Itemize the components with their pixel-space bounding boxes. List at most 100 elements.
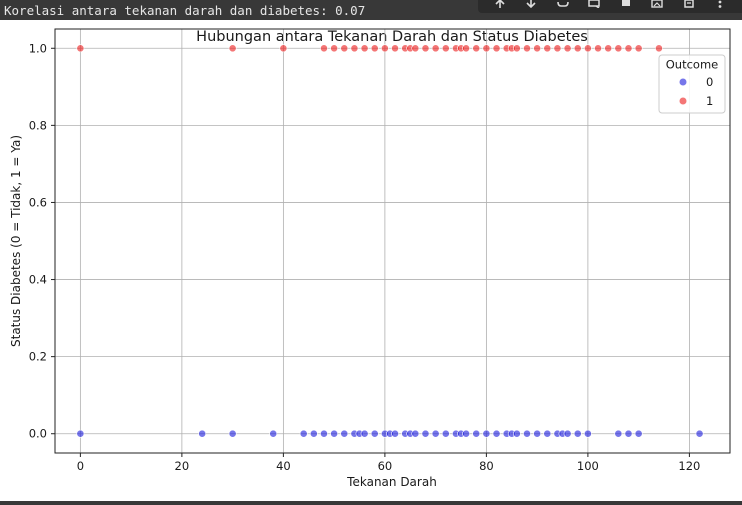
plot-area-border: [54, 28, 731, 454]
data-point-outcome-1: [594, 44, 602, 53]
data-point-outcome-1: [604, 44, 613, 53]
x-tick-label: 60: [378, 459, 393, 473]
data-point-outcome-0: [330, 429, 339, 438]
data-point-outcome-0: [462, 429, 470, 438]
x-tick-label: 80: [479, 459, 494, 473]
data-point-outcome-1: [228, 44, 237, 53]
data-point-outcome-1: [482, 44, 491, 53]
data-point-outcome-1: [421, 44, 430, 53]
data-point-outcome-1: [462, 44, 470, 53]
data-point-outcome-0: [340, 429, 349, 438]
data-point-outcome-0: [512, 429, 521, 438]
data-point-outcome-0: [76, 429, 85, 438]
grid: [55, 29, 730, 453]
data-point-outcome-1: [360, 44, 369, 53]
x-tick-label: 20: [175, 459, 190, 473]
data-point-outcome-0: [543, 429, 552, 438]
y-tick-label: 0.2: [29, 350, 47, 364]
data-point-outcome-1: [634, 44, 643, 53]
x-axis-label: Tekanan Darah: [346, 475, 437, 489]
data-point-outcome-0: [421, 429, 430, 438]
data-point-outcome-0: [269, 429, 278, 438]
data-point-outcome-1: [655, 44, 663, 53]
legend-box: [658, 54, 726, 114]
plot-output: Hubungan antara Tekanan Darah dan Status…: [0, 20, 742, 501]
legend-marker-1: [679, 97, 687, 105]
data-point-outcome-1: [350, 44, 359, 53]
data-point-outcome-0: [695, 429, 704, 438]
data-point-outcome-1: [523, 44, 531, 53]
data-point-outcome-0: [391, 429, 399, 438]
y-tick-label: 0.0: [29, 427, 47, 441]
data-point-outcome-1: [380, 44, 389, 53]
data-point-outcome-0: [360, 429, 369, 438]
data-point-outcome-1: [431, 44, 440, 53]
data-point-outcome-0: [472, 429, 481, 438]
data-point-outcome-1: [533, 44, 542, 53]
data-point-outcome-1: [543, 44, 552, 53]
link-icon[interactable]: [556, 0, 569, 8]
arrow-down-icon[interactable]: [525, 0, 537, 8]
data-point-outcome-0: [198, 429, 207, 438]
x-tick-label: 0: [77, 459, 84, 473]
data-point-outcome-1: [370, 44, 379, 53]
data-point-outcome-0: [634, 429, 643, 438]
y-tick-label: 0.8: [29, 118, 47, 132]
data-point-outcome-0: [441, 429, 450, 438]
legend-label-0: 0: [706, 75, 713, 89]
x-tick-label: 100: [577, 459, 599, 473]
data-point-outcome-1: [563, 44, 572, 53]
legend: Outcome 0 1: [658, 54, 726, 114]
data-point-outcome-0: [523, 429, 531, 438]
data-point-outcome-1: [512, 44, 521, 53]
y-axis-label: Status Diabetes (0 = Tidak, 1 = Ya): [9, 135, 23, 347]
data-point-outcome-0: [624, 429, 633, 438]
settings-icon[interactable]: [620, 0, 632, 8]
data-point-outcome-1: [492, 44, 501, 53]
data-point-outcome-0: [411, 429, 420, 438]
data-point-outcome-1: [76, 44, 85, 53]
arrow-up-icon[interactable]: [494, 0, 506, 8]
data-point-outcome-0: [583, 429, 592, 438]
data-point-outcome-0: [573, 429, 582, 438]
cell-toolbar: [478, 0, 742, 13]
delete-icon[interactable]: [683, 0, 695, 8]
chart-title: Hubungan antara Tekanan Darah dan Status…: [196, 29, 588, 45]
data-point-outcome-1: [553, 44, 562, 53]
data-point-outcome-0: [228, 429, 237, 438]
x-tick-label: 40: [276, 459, 291, 473]
data-point-outcome-1: [279, 44, 288, 53]
legend-label-1: 1: [706, 94, 713, 108]
data-point-outcome-1: [472, 44, 481, 53]
comment-icon[interactable]: [588, 0, 600, 8]
data-point-outcome-0: [563, 429, 572, 438]
data-point-outcome-0: [431, 429, 440, 438]
data-point-outcome-1: [583, 44, 592, 53]
data-point-outcome-1: [624, 44, 633, 53]
data-point-outcome-0: [614, 429, 623, 438]
mirror-icon[interactable]: [651, 0, 663, 8]
data-point-outcome-1: [320, 44, 328, 53]
y-tick-label: 1.0: [29, 41, 47, 55]
data-point-outcome-0: [320, 429, 328, 438]
data-point-outcome-0: [309, 429, 318, 438]
scatter-chart: Hubungan antara Tekanan Darah dan Status…: [9, 28, 731, 489]
data-point-outcome-1: [340, 44, 349, 53]
data-point-outcome-1: [573, 44, 582, 53]
data-point-outcome-0: [370, 429, 379, 438]
y-tick-label: 0.6: [29, 195, 47, 209]
data-point-outcome-0: [482, 429, 491, 438]
data-point-outcome-0: [299, 429, 308, 438]
data-point-outcome-1: [614, 44, 623, 53]
more-icon[interactable]: [714, 0, 726, 8]
data-point-outcome-1: [441, 44, 450, 53]
data-point-outcome-0: [533, 429, 542, 438]
data-point-outcome-1: [391, 44, 399, 53]
x-tick-label: 120: [678, 459, 700, 473]
data-point-outcome-1: [411, 44, 420, 53]
axis-ticks: 0 20 40 60 80 100 120 0.0 0.2 0.4 0.6 0.8 1.0: [29, 41, 701, 473]
data-point-outcome-1: [330, 44, 339, 53]
legend-marker-0: [679, 78, 687, 86]
data-points: [76, 44, 704, 438]
data-point-outcome-0: [492, 429, 501, 438]
